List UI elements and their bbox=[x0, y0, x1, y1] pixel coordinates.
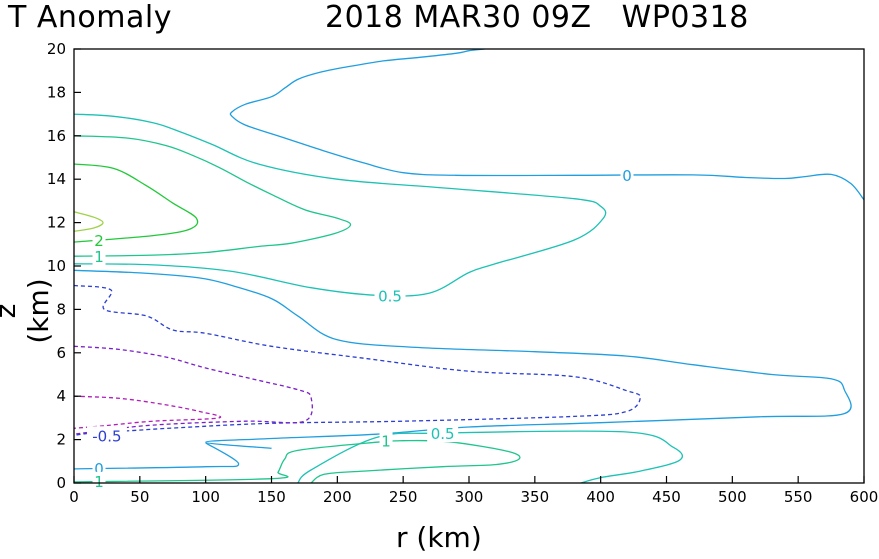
y-tick-label-6: 12 bbox=[47, 214, 66, 232]
y-tick-label-0: 0 bbox=[56, 474, 66, 492]
contour-line-11 bbox=[74, 395, 222, 429]
contour-line-5 bbox=[74, 135, 352, 257]
y-tick-label-10: 20 bbox=[47, 40, 66, 58]
contour-label-8: 1 bbox=[94, 473, 104, 491]
contour-line-1 bbox=[74, 269, 852, 449]
contour-label-3: 1 bbox=[94, 248, 104, 266]
contour-label-bg-8 bbox=[92, 471, 106, 490]
contour-label-2: 2 bbox=[94, 232, 104, 250]
contour-label-bg-5 bbox=[379, 431, 393, 450]
x-tick-label-0: 0 bbox=[69, 488, 79, 506]
contour-label-layer: 00.521-0.5 1 0.501 bbox=[86, 165, 634, 491]
y-tick-label-2: 4 bbox=[56, 387, 66, 405]
contour-label-bg-6 bbox=[427, 424, 459, 443]
x-axis-label: r (km) bbox=[396, 521, 482, 554]
contour-line-3 bbox=[74, 113, 607, 297]
chart-title-left: T Anomaly bbox=[8, 0, 172, 35]
contour-line-8 bbox=[74, 211, 104, 232]
contour-line-10 bbox=[74, 345, 313, 435]
x-tick-label-8: 400 bbox=[586, 488, 615, 506]
contour-label-4: -0.5 bbox=[92, 427, 121, 445]
contour-label-1: 0.5 bbox=[378, 287, 402, 305]
y-axis-label: z (km) bbox=[0, 278, 55, 344]
contour-line-7 bbox=[74, 163, 199, 243]
x-tick-label-6: 300 bbox=[455, 488, 484, 506]
x-axis: 0 50 100 150 200 250 300 350 400 450 500 550 600 bbox=[69, 476, 878, 506]
y-tick-label-7: 14 bbox=[47, 170, 66, 188]
contour-label-0: 0 bbox=[622, 167, 632, 185]
y-tick-label-3: 6 bbox=[56, 344, 66, 362]
contour-line-9 bbox=[74, 284, 641, 436]
contour-label-5: 1 bbox=[381, 433, 391, 451]
x-tick-label-10: 500 bbox=[718, 488, 747, 506]
contour-label-6: 0.5 bbox=[431, 425, 455, 443]
contour-layer bbox=[74, 49, 864, 483]
y-tick-label-8: 16 bbox=[47, 127, 66, 145]
x-tick-label-3: 150 bbox=[257, 488, 286, 506]
x-tick-label-12: 600 bbox=[850, 488, 879, 506]
contour-label-7: 0 bbox=[94, 460, 104, 478]
chart-title-right: 2018 MAR30 09Z WP0318 bbox=[325, 0, 749, 35]
contour-label-bg-0 bbox=[620, 165, 634, 184]
x-tick-label-4: 200 bbox=[323, 488, 352, 506]
contour-label-bg-3 bbox=[92, 247, 106, 266]
contour-line-4 bbox=[297, 430, 683, 483]
contour-line-0 bbox=[229, 49, 864, 201]
contour-label-bg-1 bbox=[374, 286, 406, 305]
x-tick-label-1: 50 bbox=[130, 488, 149, 506]
contour-line-2 bbox=[74, 442, 240, 470]
x-tick-label-2: 100 bbox=[191, 488, 220, 506]
contour-label-bg-2 bbox=[92, 230, 106, 249]
x-tick-label-7: 350 bbox=[521, 488, 550, 506]
y-tick-label-5: 10 bbox=[47, 257, 66, 275]
y-tick-label-9: 18 bbox=[47, 83, 66, 101]
x-tick-label-11: 550 bbox=[784, 488, 813, 506]
x-tick-label-5: 250 bbox=[389, 488, 418, 506]
x-tick-label-9: 450 bbox=[652, 488, 681, 506]
contour-label-bg-4 bbox=[86, 426, 127, 445]
y-tick-label-1: 2 bbox=[56, 431, 66, 449]
y-tick-label-4: 8 bbox=[56, 300, 66, 318]
y-axis: 0 2 4 6 8 10 12 14 16 18 20 bbox=[47, 40, 81, 492]
contour-line-6 bbox=[74, 439, 521, 483]
